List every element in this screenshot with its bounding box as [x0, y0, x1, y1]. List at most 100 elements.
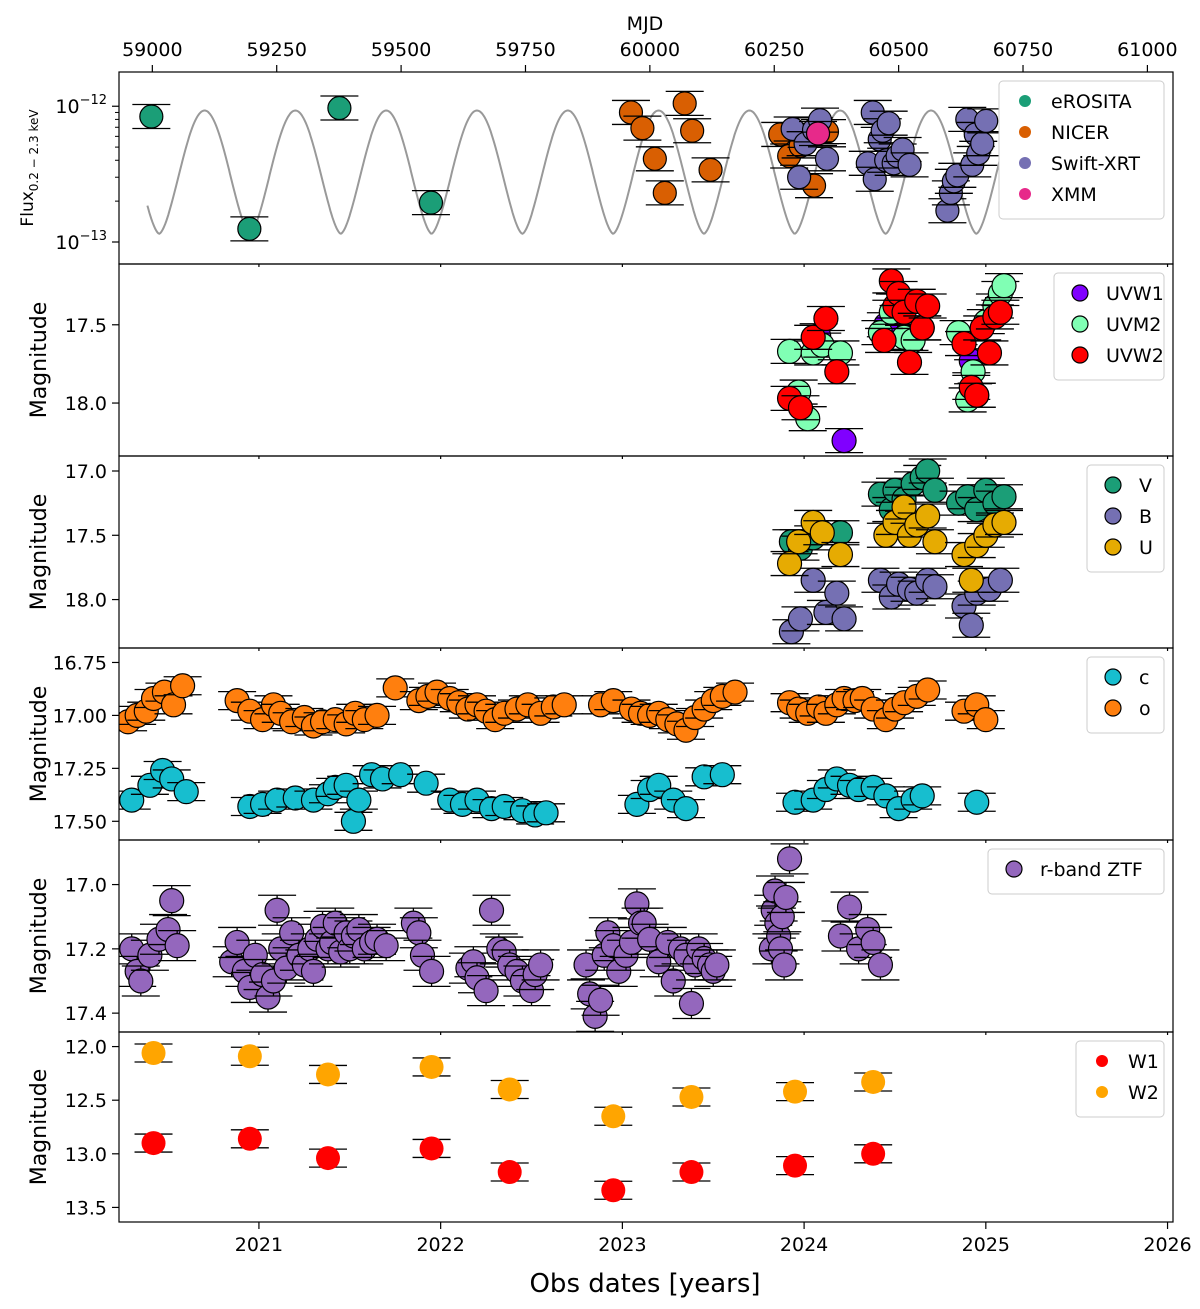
y-label-main: Flux: [18, 191, 38, 226]
series-w2: [134, 1041, 893, 1129]
panel-frame: [118, 263, 1174, 457]
top-tick-label: 60000: [620, 39, 680, 61]
bottom-axis-label: Obs dates [years]: [529, 1269, 760, 1299]
y-tick-label: 17.5: [65, 525, 107, 547]
panel-plot-area: [770, 268, 1023, 454]
data-point: [419, 1054, 444, 1079]
y-axis-label: Magnitude: [27, 302, 52, 419]
data-point: [141, 1131, 166, 1156]
legend-box: [1086, 656, 1165, 734]
y-tick-label: 12.0: [65, 1037, 107, 1059]
panel-uv: [770, 268, 1023, 454]
legend-label: W2: [1128, 1082, 1159, 1104]
legend-label: r-band ZTF: [1040, 859, 1143, 881]
bottom-tick-label: 2025: [962, 1234, 1010, 1256]
top-tick-label: 60500: [868, 39, 928, 61]
legend-label: c: [1139, 667, 1149, 689]
legend-label: V: [1139, 475, 1152, 497]
panel-plot-area: [119, 673, 1005, 834]
y-tick-label: 12.5: [65, 1090, 107, 1112]
data-point: [827, 923, 854, 949]
data-point: [722, 679, 748, 705]
data-point: [831, 428, 857, 454]
data-point: [224, 929, 250, 956]
data-point: [958, 567, 984, 593]
legend-xray: eROSITA NICER Swift-XRT XMM: [998, 80, 1165, 220]
series-xmm: [799, 120, 838, 147]
y-tick-label: 13.5: [65, 1197, 107, 1219]
y-tick-exponent: −12: [80, 93, 107, 108]
data-point: [871, 327, 897, 354]
y-tick-label: 17.0: [65, 461, 107, 483]
data-point: [159, 888, 185, 914]
legend-ztf: r-band ZTF: [987, 848, 1165, 895]
data-point: [973, 707, 999, 733]
data-point: [642, 146, 667, 171]
data-point: [497, 1160, 522, 1185]
data-point: [601, 1178, 626, 1203]
data-point: [824, 580, 850, 606]
bottom-tick-label: 2026: [1143, 1234, 1191, 1256]
top-axis-label: MJD: [627, 13, 664, 35]
panel-ztf: [119, 843, 900, 1032]
y-tick-label: 17.5: [65, 315, 107, 337]
y-axis-label: Flux0.2 − 2.3 keV: [18, 109, 41, 227]
legend-marker: [1071, 284, 1089, 302]
data-point: [909, 315, 935, 341]
series-uvw2: [770, 268, 1020, 421]
legend-label: NICER: [1051, 122, 1109, 144]
series-u: [770, 494, 1023, 593]
top-tick-label: 60250: [744, 39, 804, 61]
legend-label: UVM2: [1106, 314, 1161, 336]
y-tick-label: 10−13: [55, 229, 107, 254]
data-point: [709, 762, 735, 788]
series-w1: [134, 1126, 893, 1203]
y-tick-label: 17.4: [65, 1003, 107, 1025]
data-point: [551, 692, 577, 718]
data-point: [413, 770, 439, 796]
data-point: [787, 395, 814, 421]
y-axis-label: Magnitude: [27, 878, 52, 995]
legend-marker: [1096, 1055, 1108, 1067]
data-point: [974, 108, 999, 133]
y-axis-label: Magnitude: [27, 494, 52, 611]
data-point: [800, 567, 826, 593]
data-point: [773, 884, 799, 911]
data-point: [382, 675, 408, 701]
data-point: [896, 349, 923, 375]
data-point: [809, 520, 835, 546]
legend-marker: [1104, 476, 1122, 494]
data-point: [831, 606, 857, 632]
data-point: [915, 677, 941, 703]
bottom-tick-label: 2021: [235, 1234, 283, 1256]
data-point: [991, 484, 1017, 510]
data-point: [867, 952, 894, 978]
data-point: [170, 673, 196, 699]
legend-marker: [1104, 699, 1122, 717]
data-point: [164, 933, 190, 959]
panel-wise: [134, 1041, 893, 1203]
data-point: [418, 958, 445, 984]
top-tick-label: 59750: [495, 39, 555, 61]
data-point: [478, 897, 505, 923]
data-point: [964, 789, 990, 815]
data-point: [805, 121, 831, 146]
data-point: [672, 91, 697, 116]
data-point: [678, 990, 705, 1017]
data-point: [533, 800, 559, 826]
legend-marker: [1071, 315, 1089, 333]
y-axis-label: Magnitude: [27, 686, 52, 803]
data-point: [814, 146, 840, 171]
data-point: [173, 779, 199, 805]
legend-marker: [1104, 668, 1122, 686]
data-point: [958, 612, 984, 638]
y-tick-base: 10: [55, 232, 79, 254]
data-point: [237, 1044, 262, 1069]
data-point: [787, 606, 814, 632]
panel-plot-area: [132, 90, 1034, 242]
y-tick-label: 16.75: [53, 652, 107, 674]
legend-marker: [1005, 860, 1023, 878]
data-point: [698, 157, 723, 182]
legend-label: o: [1139, 698, 1151, 720]
